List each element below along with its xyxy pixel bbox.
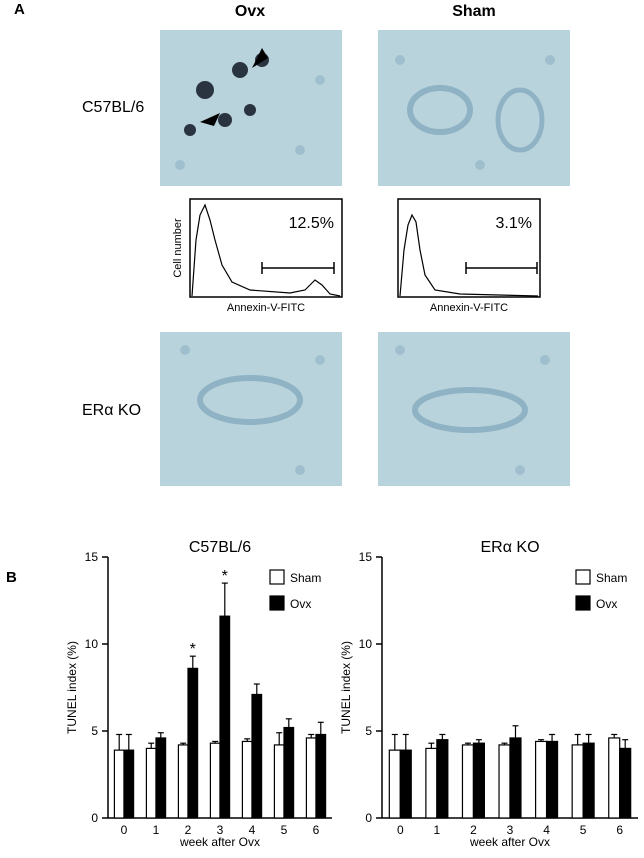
column-header: Ovx [235, 3, 265, 20]
y-tick-label: 10 [85, 637, 99, 651]
x-axis-label: week after Ovx [179, 835, 260, 849]
panel-label: A [14, 1, 25, 18]
bar [498, 744, 511, 819]
x-tick-label: 5 [580, 823, 587, 837]
micrograph [160, 30, 342, 186]
y-tick-label: 5 [365, 724, 372, 738]
bar [283, 726, 295, 819]
bar [145, 747, 157, 819]
row-label: ERα KO [82, 402, 141, 419]
legend-label: Ovx [290, 597, 311, 611]
x-tick-label: 2 [470, 823, 477, 837]
bar [388, 749, 401, 819]
x-tick-label: 2 [185, 823, 192, 837]
x-tick-label: 3 [507, 823, 514, 837]
bar [209, 742, 221, 819]
x-tick-label: 6 [313, 823, 320, 837]
micrograph [378, 332, 570, 486]
significance-marker: * [190, 641, 196, 658]
bar [425, 747, 438, 819]
y-tick-label: 0 [91, 811, 98, 825]
bar [177, 744, 189, 819]
y-axis-label: TUNEL index (%) [339, 641, 353, 734]
bar [113, 749, 125, 819]
legend-swatch [269, 595, 285, 611]
bar [534, 740, 548, 819]
x-axis-label: week after Ovx [469, 835, 550, 849]
panel-label: B [6, 569, 17, 586]
axis-label: Cell number [172, 218, 184, 278]
micrograph [160, 332, 342, 486]
y-tick-label: 5 [91, 724, 98, 738]
micrograph [378, 30, 570, 186]
bar [273, 744, 285, 819]
legend-swatch [575, 569, 591, 585]
y-tick-label: 15 [85, 550, 99, 564]
chart-title: ERα KO [480, 539, 539, 556]
bar [251, 693, 263, 819]
significance-marker: * [222, 568, 228, 585]
legend-label: Sham [596, 571, 627, 585]
bar [155, 737, 167, 819]
bar [241, 740, 253, 819]
chart-title: C57BL/6 [189, 539, 251, 556]
x-tick-label: 1 [153, 823, 160, 837]
x-tick-label: 4 [249, 823, 256, 837]
legend-label: Ovx [596, 597, 617, 611]
bar [608, 737, 621, 819]
bar [219, 615, 231, 819]
bar [399, 749, 412, 819]
gate-percent: 12.5% [289, 215, 334, 232]
bar [571, 744, 584, 819]
y-tick-label: 0 [365, 811, 372, 825]
column-header: Sham [452, 3, 496, 20]
bar [619, 747, 632, 819]
legend-label: Sham [290, 571, 321, 585]
bar [472, 742, 485, 819]
y-tick-label: 15 [359, 550, 373, 564]
y-tick-label: 10 [359, 637, 373, 651]
x-tick-label: 1 [434, 823, 441, 837]
x-tick-label: 0 [121, 823, 128, 837]
axis-label: Annexin-V-FITC [430, 302, 508, 314]
axis-label: Annexin-V-FITC [227, 302, 305, 314]
bar [436, 739, 449, 819]
bar [123, 749, 135, 819]
bar [187, 667, 199, 819]
x-tick-label: 3 [217, 823, 224, 837]
legend-swatch [269, 569, 285, 585]
x-tick-label: 0 [397, 823, 404, 837]
bar [305, 737, 317, 819]
x-tick-label: 6 [616, 823, 623, 837]
flow-histogram [397, 198, 541, 298]
bar [315, 733, 327, 819]
x-tick-label: 5 [281, 823, 288, 837]
x-tick-label: 4 [543, 823, 550, 837]
legend-swatch [575, 595, 591, 611]
row-label: C57BL/6 [82, 99, 144, 116]
bar [461, 744, 475, 819]
bar [545, 740, 559, 819]
y-axis-label: TUNEL index (%) [65, 641, 79, 734]
bar [582, 742, 595, 819]
bar [509, 737, 522, 819]
gate-percent: 3.1% [496, 215, 532, 232]
flow-histogram [189, 198, 343, 298]
